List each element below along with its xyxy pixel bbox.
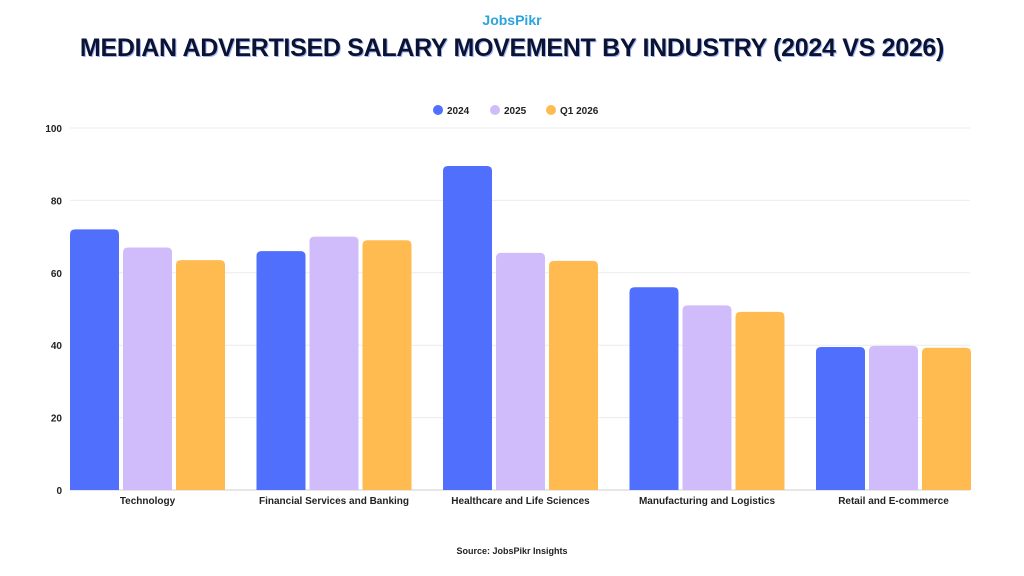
legend-marker — [433, 105, 443, 115]
y-tick-label: 80 — [51, 196, 63, 207]
bar-2025 — [869, 345, 918, 490]
x-tick-label: Manufacturing and Logistics — [639, 496, 776, 507]
y-tick-label: 40 — [51, 341, 63, 352]
bar-2025 — [123, 247, 172, 490]
x-tick-label: Technology — [120, 496, 176, 507]
x-tick-label: Retail and E-commerce — [838, 496, 949, 507]
bar-q1-2026 — [735, 311, 785, 490]
legend-label: 2024 — [447, 106, 470, 117]
x-tick-label: Financial Services and Banking — [259, 496, 409, 507]
bar-2024 — [816, 347, 865, 490]
bar-q1-2026 — [549, 260, 598, 490]
bar-2025 — [682, 305, 732, 490]
legend-marker — [490, 105, 500, 115]
legend-marker — [546, 105, 556, 115]
legend-label: 2025 — [504, 106, 527, 117]
brand-logo: JobsPikr — [482, 12, 542, 28]
x-tick-label: Healthcare and Life Sciences — [451, 496, 590, 507]
y-tick-label: 60 — [51, 269, 63, 280]
bar-2024 — [443, 166, 492, 490]
bar-2024 — [629, 287, 679, 490]
bar-2025 — [496, 252, 545, 490]
bar-2024 — [256, 251, 306, 490]
y-tick-label: 20 — [51, 414, 63, 425]
bar-q1-2026 — [922, 347, 971, 490]
bar-q1-2026 — [362, 240, 412, 490]
source-note: Source: JobsPikr Insights — [456, 546, 568, 556]
bar-2024 — [70, 229, 119, 491]
y-tick-label: 0 — [56, 486, 62, 497]
chart-title: MEDIAN ADVERTISED SALARY MOVEMENT BY IND… — [79, 34, 945, 62]
bar-q1-2026 — [176, 260, 225, 490]
legend-label: Q1 2026 — [560, 106, 599, 117]
y-tick-label: 100 — [45, 124, 62, 135]
bar-2025 — [309, 236, 359, 490]
